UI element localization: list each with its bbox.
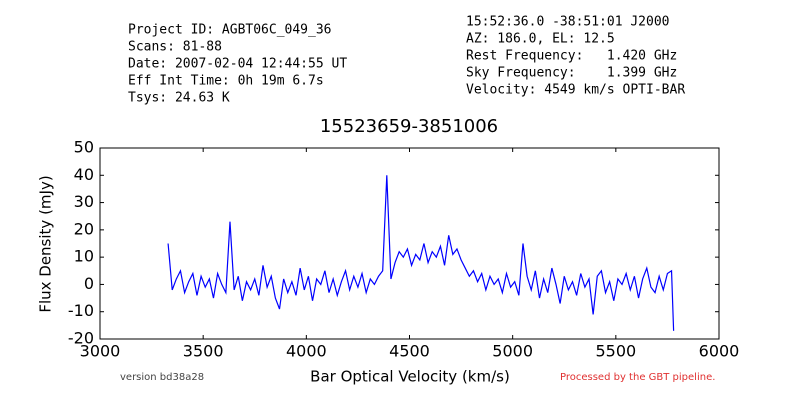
- y-tick-label: 30: [74, 192, 94, 211]
- x-tick-label: 4000: [286, 342, 327, 361]
- x-axis-label: Bar Optical Velocity (km/s): [310, 368, 510, 386]
- header-left: Project ID: AGBT06C_049_36 Scans: 81-88 Da…: [128, 23, 347, 106]
- info-line: Project ID: AGBT06C_049_36: [128, 23, 332, 38]
- info-line: Sky Frequency: 1.399 GHz: [466, 66, 677, 81]
- version-note: version bd38a28: [120, 372, 204, 383]
- x-tick-label: 3000: [80, 342, 121, 361]
- y-tick-label: 50: [74, 138, 94, 157]
- info-line: Eff Int Time: 0h 19m 6.7s: [128, 74, 324, 89]
- info-line: Scans: 81-88: [128, 40, 222, 55]
- y-tick-label: 10: [74, 247, 94, 266]
- y-tick-label: -10: [68, 301, 94, 320]
- info-line: 15:52:36.0 -38:51:01 J2000: [466, 15, 670, 30]
- x-tick-label: 5500: [595, 342, 636, 361]
- x-tick-label: 3500: [183, 342, 224, 361]
- x-tick-label: 5000: [492, 342, 533, 361]
- x-tick-label: 4500: [389, 342, 430, 361]
- chart-title: 15523659-3851006: [320, 116, 498, 137]
- info-line: Tsys: 24.63 K: [128, 91, 230, 106]
- info-line: Date: 2007-02-04 12:44:55 UT: [128, 57, 347, 72]
- x-tick-label: 6000: [699, 342, 740, 361]
- info-line: Velocity: 4549 km/s OPTI-BAR: [466, 83, 685, 98]
- pipeline-note: Processed by the GBT pipeline.: [560, 372, 715, 383]
- y-tick-label: -20: [68, 329, 94, 348]
- y-tick-label: 20: [74, 219, 94, 238]
- info-line: Rest Frequency: 1.420 GHz: [466, 49, 677, 64]
- header-right: 15:52:36.0 -38:51:01 J2000 AZ: 186.0, EL:…: [466, 15, 685, 98]
- y-axis-label: Flux Density (mJy): [37, 175, 55, 312]
- y-tick-label: 0: [84, 274, 94, 293]
- data-line: [167, 175, 675, 331]
- info-line: AZ: 186.0, EL: 12.5: [466, 32, 615, 47]
- y-tick-label: 40: [74, 165, 94, 184]
